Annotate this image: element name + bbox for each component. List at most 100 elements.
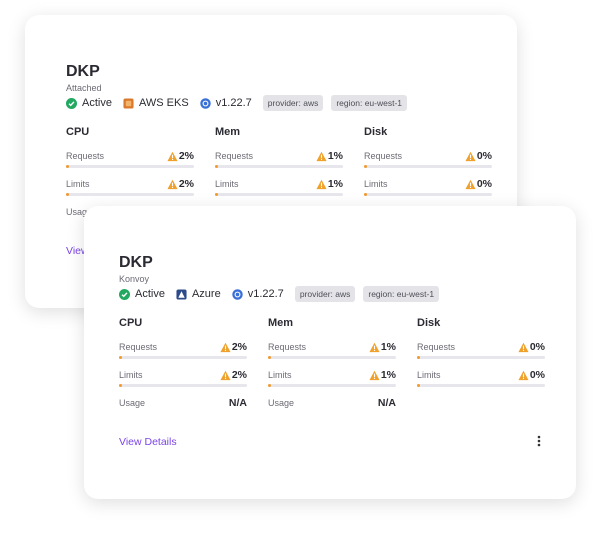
status-item: v1.22.7 [199,97,252,109]
card-subtitle: Attached [66,83,102,93]
progress-bar [66,165,194,168]
aws-icon [123,97,134,109]
metric-label: Limits [268,370,292,380]
metric-label: Limits [119,370,143,380]
azure-icon [176,288,187,300]
k8s-icon [231,288,243,300]
metric-value: 0% [529,341,545,353]
tag: provider: aws [294,286,356,302]
progress-fill [364,193,367,196]
metric-value: 2% [231,369,247,381]
progress-bar [364,165,492,168]
metric-value: 1% [327,150,343,162]
warn-icon [518,342,529,353]
metric-value: 2% [231,341,247,353]
progress-bar [66,193,194,196]
view-details-link[interactable]: View Details [119,436,177,448]
metric-label: Usage [66,207,93,217]
warn-icon [465,179,476,190]
progress-fill [119,384,122,387]
metric-header: Mem [215,126,241,138]
metric-value: 0% [476,150,492,162]
warn-icon [220,370,231,381]
metric-label: Requests [119,342,158,352]
progress-bar [215,193,343,196]
metric-value: 1% [380,341,396,353]
progress-bar [119,384,247,387]
card-subtitle: Konvoy [119,274,150,284]
progress-bar [268,384,396,387]
progress-fill [268,384,271,387]
progress-fill [417,384,420,387]
metric-value: 0% [476,178,492,190]
progress-bar [417,356,545,359]
metric-label: Usage [268,398,295,408]
status-item: Active [66,97,112,109]
cluster-card: DKP Konvoy Active Azure v1.22.7 provider: aws… [84,206,576,499]
progress-fill [364,165,367,168]
warn-icon [220,342,231,353]
metric-header: Mem [268,317,294,329]
metric-label: Limits [66,179,90,189]
metric-label: Requests [268,342,307,352]
status-text: Active [82,97,112,109]
progress-bar [268,356,396,359]
metric-value: 1% [380,369,396,381]
status-text: Azure [191,288,221,300]
progress-fill [66,193,69,196]
status-text: v1.22.7 [215,97,252,109]
progress-fill [215,193,218,196]
warn-icon [167,151,178,162]
status-row: Active AWS EKS v1.22.7 provider: aws region:… [66,95,410,111]
metric-label: Requests [215,151,254,161]
metric-value: 2% [178,150,194,162]
metric-value: 0% [529,369,545,381]
card-title: DKP [119,254,153,271]
progress-fill [215,165,218,168]
progress-bar [364,193,492,196]
check-icon [66,97,77,109]
status-item: Azure [176,288,221,300]
metric-label: Usage [119,398,146,408]
metric-label: Limits [215,179,239,189]
warn-icon [369,370,380,381]
warn-icon [369,342,380,353]
tag: region: eu-west-1 [331,95,408,111]
card-title: DKP [66,63,100,80]
metric-label: Requests [417,342,456,352]
metric-label: Requests [66,151,105,161]
metric-value: 1% [327,178,343,190]
metric-header: CPU [66,126,90,138]
progress-fill [268,356,271,359]
progress-fill [417,356,420,359]
progress-fill [119,356,122,359]
metric-value: N/A [228,397,247,409]
metric-value: 2% [178,178,194,190]
metric-header: Disk [364,126,388,138]
tag: region: eu-west-1 [363,286,440,302]
status-item: Active [119,288,165,300]
tag: provider: aws [262,95,324,111]
status-text: AWS EKS [138,97,189,109]
warn-icon [316,151,327,162]
metric-label: Requests [364,151,403,161]
kebab-icon [537,435,541,447]
status-text: Active [135,288,165,300]
metric-value: N/A [377,397,396,409]
k8s-icon [199,97,211,109]
status-item: AWS EKS [123,97,189,109]
warn-icon [518,370,529,381]
progress-bar [119,356,247,359]
status-text: v1.22.7 [247,288,284,300]
warn-icon [167,179,178,190]
status-item: v1.22.7 [231,288,284,300]
progress-bar [215,165,343,168]
more-menu[interactable] [536,434,542,453]
metric-label: Limits [417,370,441,380]
metric-label: Limits [364,179,388,189]
check-icon [119,288,130,300]
status-row: Active Azure v1.22.7 provider: aws region: e… [119,286,442,302]
warn-icon [316,179,327,190]
metric-header: CPU [119,317,143,329]
